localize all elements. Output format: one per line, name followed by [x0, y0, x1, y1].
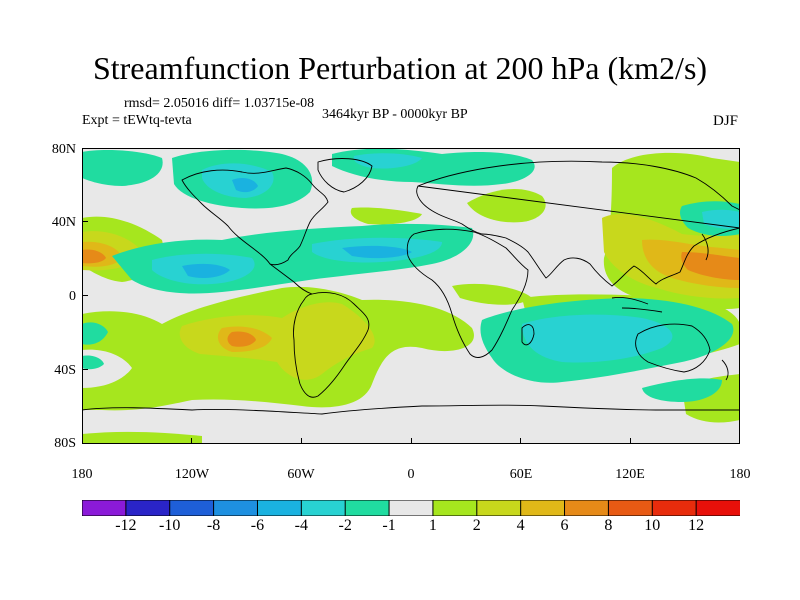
lon-label: 60E: [509, 467, 533, 482]
streamfunction-map: [82, 148, 740, 444]
colorbar-swatch: [432, 500, 478, 516]
axis-ticks: [82, 148, 631, 444]
colorbar-label: 10: [644, 517, 661, 534]
coastline-eurasia: [416, 160, 740, 287]
contour-region: [642, 378, 722, 402]
lon-label: 180: [71, 467, 93, 482]
coastline-indonesia: [611, 297, 663, 313]
colorbar-label: 1: [428, 517, 437, 534]
lat-label: 40N: [51, 215, 76, 230]
colorbar-swatch: [300, 500, 347, 516]
coastline-greenland: [317, 158, 373, 193]
contour-region: [227, 331, 256, 347]
coastline-japan: [701, 233, 709, 261]
colorbar: [82, 500, 740, 516]
colorbar-swatch: [82, 500, 127, 516]
coastline-north-america: [181, 167, 329, 266]
contour-fills: [82, 148, 740, 444]
colorbar-label: -12: [115, 517, 137, 534]
colorbar-label: 12: [688, 517, 705, 534]
colorbar-label: -1: [382, 517, 396, 534]
colorbar-swatch: [607, 500, 654, 516]
coastline-antarctica: [82, 404, 740, 415]
colorbar-swatch: [520, 500, 566, 516]
period-label: 3464kyr BP - 0000kyr BP: [322, 107, 468, 122]
stats-text: rmsd= 2.05016 diff= 1.03715e-08: [124, 96, 315, 111]
colorbar-label: -6: [250, 517, 265, 534]
lat-label: 0: [69, 289, 76, 304]
contour-region: [82, 431, 202, 444]
colorbar-label: -2: [338, 517, 352, 534]
colorbar-label: 2: [472, 517, 481, 534]
map-title: Streamfunction Perturbation at 200 hPa (…: [92, 50, 708, 86]
colorbar-label: -4: [294, 517, 308, 534]
contour-region: [82, 355, 104, 370]
colorbar-swatch: [344, 500, 391, 516]
lon-label: 120W: [174, 467, 210, 482]
lat-label: 80N: [51, 142, 76, 157]
coastline-new-zealand: [721, 359, 729, 381]
coastlines: [82, 158, 740, 415]
lon-label: 0: [407, 467, 415, 482]
coastline-australia: [635, 323, 711, 373]
lon-label: 120E: [615, 467, 645, 482]
colorbar-swatch: [213, 500, 259, 516]
contour-region: [681, 252, 740, 280]
colorbar-swatch: [564, 500, 610, 516]
experiment-label: Expt = tEWtq-tevta: [82, 113, 192, 128]
contour-region: [82, 150, 163, 186]
colorbar-swatch: [125, 500, 171, 516]
lon-label: 180: [729, 467, 751, 482]
contour-region: [179, 302, 375, 380]
contour-region: [342, 245, 412, 259]
colorbar-swatch: [651, 500, 698, 516]
colorbar-swatch: [476, 500, 522, 516]
contour-region: [350, 207, 422, 225]
contour-region: [82, 249, 106, 264]
coastline-south-america: [293, 292, 370, 398]
contour-region: [232, 178, 258, 193]
colorbar-label: 4: [516, 517, 525, 534]
contour-region: [182, 263, 230, 278]
colorbar-label: 8: [604, 517, 613, 534]
coastline-africa: [406, 228, 529, 358]
colorbar-swatch: [388, 500, 434, 516]
colorbar-swatch: [256, 500, 303, 516]
colorbar-label: -10: [159, 517, 181, 534]
lon-label: 60W: [287, 467, 315, 482]
coastline-central-america: [269, 263, 313, 295]
contour-region: [467, 188, 546, 223]
contour-region: [522, 314, 673, 363]
colorbar-swatch: [169, 500, 215, 516]
colorbar-swatch: [695, 500, 740, 516]
season-label: DJF: [713, 113, 739, 129]
contour-region: [82, 322, 108, 345]
lat-label: 40S: [54, 363, 76, 378]
lat-label: 80S: [54, 436, 76, 451]
coastline-madagascar: [521, 324, 535, 346]
colorbar-label: -8: [206, 517, 221, 534]
contour-region: [452, 283, 532, 305]
colorbar-label: 6: [560, 517, 569, 534]
